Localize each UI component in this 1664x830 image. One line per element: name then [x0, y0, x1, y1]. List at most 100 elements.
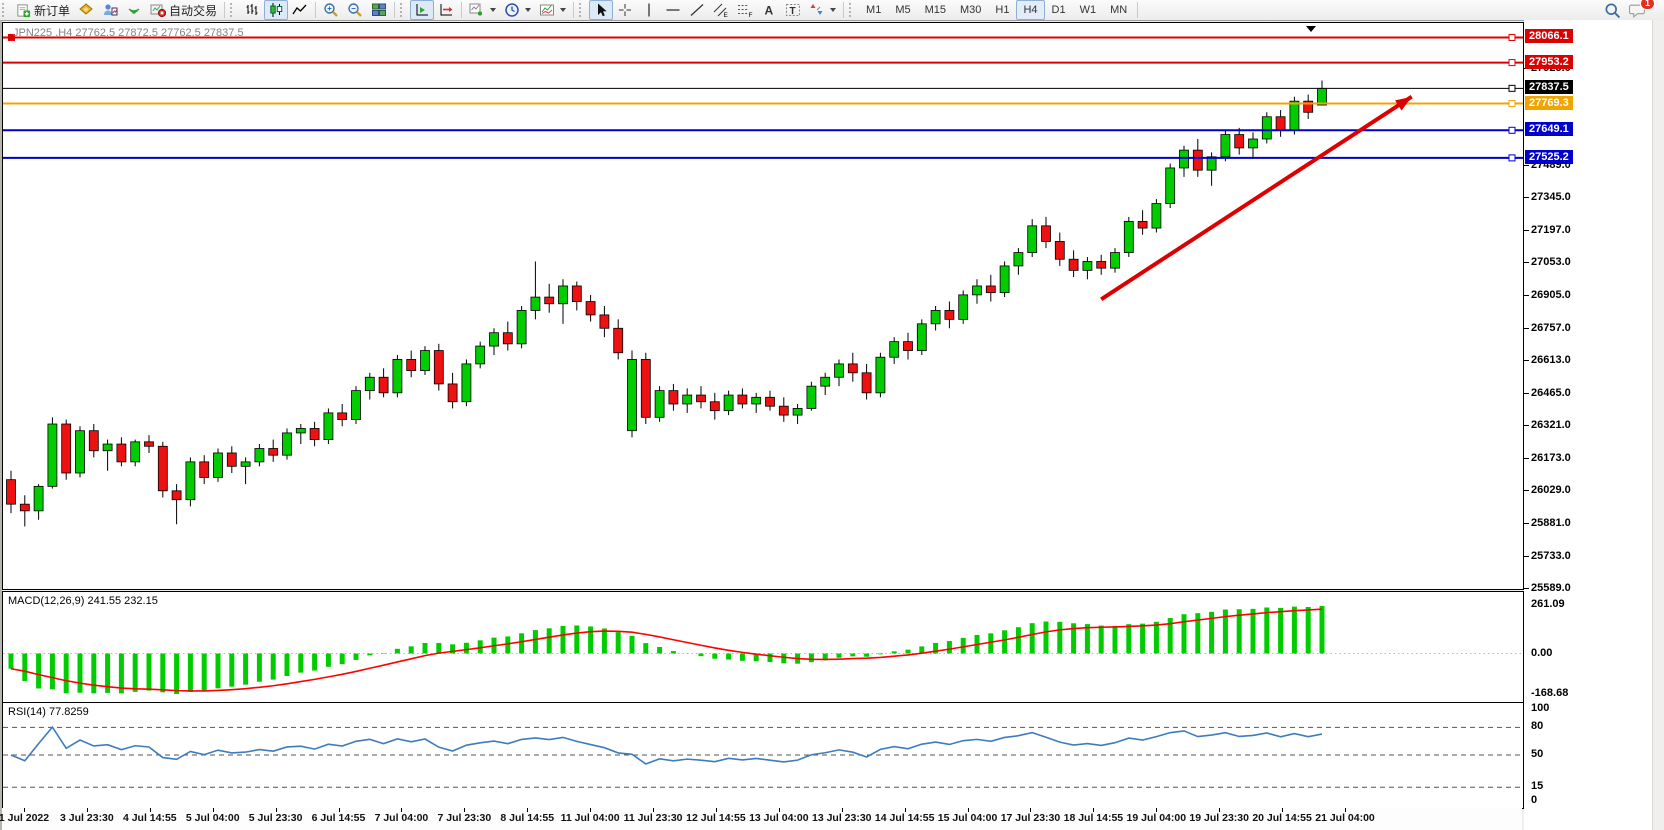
bull-candle[interactable] [751, 396, 762, 405]
bear-candle[interactable] [1068, 258, 1079, 271]
bull-candle[interactable] [806, 385, 817, 409]
horizontal-line-28066.1[interactable] [3, 33, 1523, 41]
search-button[interactable] [1600, 0, 1625, 20]
bear-candle[interactable] [1041, 225, 1051, 242]
line-handle[interactable] [1508, 59, 1516, 67]
bull-candle[interactable] [1151, 203, 1162, 229]
fibonacci-button[interactable]: F [733, 0, 757, 20]
bull-candle[interactable] [1248, 138, 1258, 149]
text-label-button[interactable]: T [781, 0, 805, 20]
timeframe-button-w1[interactable]: W1 [1079, 4, 1097, 16]
tile-windows-button[interactable] [367, 0, 391, 20]
bull-candle[interactable] [530, 296, 541, 311]
bear-candle[interactable] [613, 327, 624, 354]
bull-candle[interactable] [364, 376, 375, 392]
bull-candle[interactable] [999, 265, 1010, 294]
main-chart-panel[interactable]: JPN225 ,H4 27762.5 27872.5 27762.5 27837… [2, 22, 1524, 590]
bear-candle[interactable] [144, 441, 154, 447]
bull-candle[interactable] [185, 461, 196, 501]
bear-candle[interactable] [1137, 220, 1148, 229]
line-handle[interactable] [1508, 100, 1516, 108]
bear-candle[interactable] [1054, 241, 1065, 260]
equidistant-channel-button[interactable]: E [709, 0, 733, 20]
bear-candle[interactable] [309, 428, 320, 440]
bull-candle[interactable] [558, 285, 568, 305]
bull-candle[interactable] [972, 285, 982, 296]
timeframe-button-d1[interactable]: D1 [1051, 4, 1066, 16]
bear-candle[interactable] [6, 479, 16, 505]
autotrading-button[interactable]: 自动交易 [146, 0, 221, 20]
bear-candle[interactable] [171, 490, 182, 501]
bar-chart-button[interactable] [240, 0, 264, 20]
price-line-badge[interactable]: 27525.2 [1525, 149, 1573, 164]
price-line-badge[interactable]: 28066.1 [1525, 29, 1573, 44]
bear-candle[interactable] [765, 396, 775, 407]
bull-candle[interactable] [351, 390, 361, 420]
bear-candle[interactable] [88, 430, 99, 452]
cursor-button[interactable] [589, 0, 614, 20]
bear-candle[interactable] [903, 341, 913, 351]
price-axis[interactable]: 27925.027489.027345.027197.027053.026905… [1524, 20, 1652, 830]
bear-candle[interactable] [157, 445, 168, 492]
line-handle[interactable] [1508, 154, 1516, 162]
bear-candle[interactable] [406, 359, 417, 371]
line-handle[interactable] [1508, 126, 1516, 134]
bear-candle[interactable] [985, 285, 996, 294]
bull-candle[interactable] [282, 432, 292, 456]
bull-candle[interactable] [213, 452, 223, 478]
bull-candle[interactable] [47, 423, 58, 487]
bear-candle[interactable] [944, 310, 955, 320]
bear-candle[interactable] [544, 296, 555, 305]
vertical-line-button[interactable] [637, 0, 661, 20]
bear-candle[interactable] [502, 332, 513, 345]
crosshair-button[interactable] [613, 0, 637, 20]
bear-candle[interactable] [116, 443, 127, 463]
bear-candle[interactable] [1275, 116, 1286, 131]
timeframe-button-mn[interactable]: MN [1110, 4, 1128, 16]
bull-candle[interactable] [1220, 134, 1231, 158]
macd-panel[interactable]: MACD(12,26,9) 241.55 232.15 [2, 591, 1524, 703]
timeframe-button-m5[interactable]: M5 [895, 4, 911, 16]
horizontal-line-button[interactable] [661, 0, 685, 20]
autoscroll-button[interactable] [410, 0, 435, 20]
bull-candle[interactable] [820, 376, 831, 387]
bear-candle[interactable] [599, 314, 610, 329]
bull-candle[interactable] [489, 332, 499, 347]
horizontal-line-27649.1[interactable] [3, 126, 1523, 134]
bear-candle[interactable] [861, 372, 872, 394]
bear-candle[interactable] [199, 461, 210, 478]
rsi-panel[interactable]: RSI(14) 77.8259 [2, 702, 1524, 809]
bear-candle[interactable] [1096, 261, 1107, 269]
bear-candle[interactable] [378, 376, 389, 394]
bull-candle[interactable] [723, 394, 734, 412]
bull-candle[interactable] [654, 390, 665, 418]
timeframe-button-h4[interactable]: H4 [1016, 0, 1045, 20]
templates-button[interactable] [535, 0, 570, 20]
toolbar-grip[interactable] [2, 3, 10, 17]
bear-candle[interactable] [1303, 100, 1314, 113]
horizontal-line-27953.2[interactable] [3, 59, 1523, 67]
bear-candle[interactable] [640, 359, 651, 418]
bear-candle[interactable] [433, 350, 444, 385]
bull-candle[interactable] [516, 310, 527, 345]
toolbar-grip[interactable] [579, 3, 587, 17]
bull-candle[interactable] [1027, 225, 1038, 253]
bull-candle[interactable] [792, 408, 803, 416]
indicators-button[interactable] [465, 0, 500, 20]
text-button[interactable]: A [757, 0, 781, 20]
chart-shift-button[interactable] [434, 0, 458, 20]
zoom-in-button[interactable] [319, 0, 343, 20]
toolbar-grip[interactable] [400, 3, 408, 17]
time-axis[interactable]: 1 Jul 2022 3 Jul 23:30 4 Jul 14:55 5 Jul 04… [0, 808, 1522, 830]
new-order-button[interactable]: 新订单 [12, 0, 74, 20]
bull-candle[interactable] [916, 323, 927, 351]
bull-candle[interactable] [1013, 252, 1024, 267]
bull-candle[interactable] [295, 428, 306, 434]
price-line-badge[interactable]: 27649.1 [1525, 122, 1573, 137]
price-line-badge[interactable]: 27769.3 [1525, 95, 1573, 110]
bear-candle[interactable] [847, 363, 858, 374]
current-price-badge[interactable]: 27837.5 [1525, 80, 1573, 95]
line-chart-button[interactable] [288, 0, 312, 20]
bull-candle[interactable] [1289, 100, 1300, 131]
bull-candle[interactable] [1082, 261, 1093, 271]
